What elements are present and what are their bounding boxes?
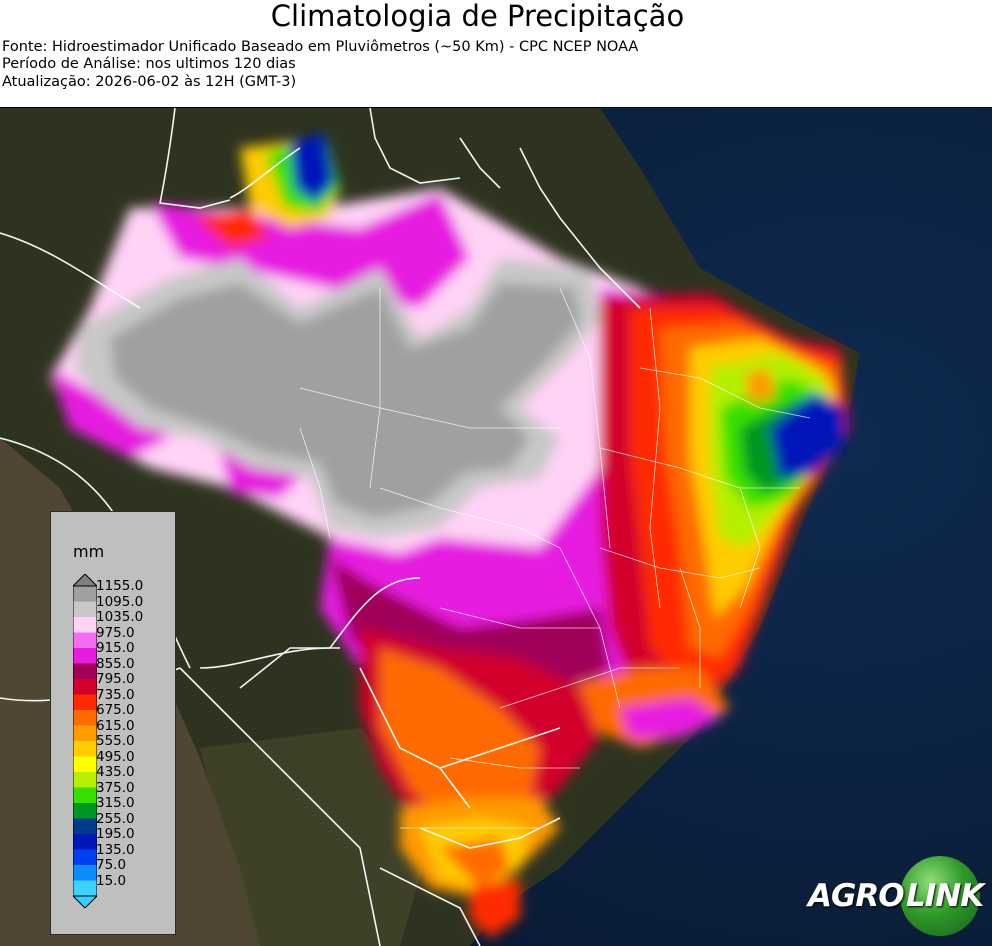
legend-tick-label: 1155.0 bbox=[96, 578, 144, 594]
colorbar-cell bbox=[73, 787, 97, 804]
map-title: Climatologia de Precipitação bbox=[270, 0, 685, 33]
colorbar-cell bbox=[73, 601, 97, 618]
legend-tick-label: 735.0 bbox=[96, 686, 135, 703]
legend-tick-label: 795.0 bbox=[96, 671, 135, 687]
colorbar-cell bbox=[73, 772, 97, 788]
colorbar-cell bbox=[73, 632, 97, 649]
colorbar-cell bbox=[73, 818, 97, 835]
legend-tick-label: 555.0 bbox=[96, 733, 135, 749]
colorbar-legend: mm 1155.0 1095.0 1035.0 975.0 915.0 855.0 795.… bbox=[50, 511, 176, 935]
colorbar-bottom-arrow bbox=[73, 895, 97, 908]
chaco-relief bbox=[200, 728, 440, 946]
legend-tick-label: 135.0 bbox=[96, 841, 135, 858]
colorbar bbox=[73, 574, 97, 908]
legend-tick-label: 315.0 bbox=[96, 795, 135, 811]
legend-tick-label: 435.0 bbox=[96, 764, 135, 780]
colorbar-cell bbox=[73, 617, 97, 633]
precipitation-map: mm 1155.0 1095.0 1035.0 975.0 915.0 855.0 795.… bbox=[0, 107, 992, 946]
colorbar-cell bbox=[73, 803, 97, 819]
legend-tick-label: 195.0 bbox=[96, 826, 135, 842]
source-text: Fonte: Hidroestimador Unificado Baseado … bbox=[2, 39, 639, 55]
logo-text-link: LINK bbox=[906, 878, 984, 914]
agrolink-logo: AGRO LINK bbox=[808, 856, 984, 936]
state-borders bbox=[299, 287, 811, 829]
colorbar-top-arrow bbox=[73, 574, 97, 587]
legend-tick-label: 855.0 bbox=[96, 655, 135, 672]
colorbar-cell bbox=[73, 834, 97, 850]
colorbar-cell bbox=[73, 679, 97, 695]
legend-tick-label: 375.0 bbox=[96, 779, 135, 796]
colorbar-cell bbox=[73, 663, 97, 680]
colorbar-cell bbox=[73, 710, 97, 726]
legend-tick-label: 75.0 bbox=[96, 857, 127, 873]
colorbar-cell bbox=[73, 880, 97, 897]
logo-text-agro: AGRO bbox=[808, 878, 905, 914]
colorbar-cell bbox=[73, 756, 97, 773]
legend-tick-label: 915.0 bbox=[96, 640, 135, 656]
legend-tick-label: 255.0 bbox=[96, 810, 135, 827]
legend-tick-label: 975.0 bbox=[96, 624, 135, 641]
colorbar-cell bbox=[73, 741, 97, 757]
legend-tick-label: 615.0 bbox=[96, 717, 135, 734]
period-text: Período de Análise: nos ultimos 120 dias bbox=[2, 56, 296, 72]
political-borders bbox=[0, 108, 641, 946]
colorbar-cell bbox=[73, 694, 97, 711]
legend-tick-label: 495.0 bbox=[96, 748, 135, 765]
colorbar-cell bbox=[73, 725, 97, 742]
legend-tick-label: 1095.0 bbox=[96, 593, 144, 610]
colorbar-cell bbox=[73, 648, 97, 664]
legend-tick-label: 675.0 bbox=[96, 702, 135, 718]
legend-tick-label: 15.0 bbox=[96, 872, 127, 889]
logo-globe-icon bbox=[900, 856, 980, 936]
colorbar-cell bbox=[73, 586, 97, 602]
updated-text: Atualização: 2026-06-02 às 12H (GMT-3) bbox=[2, 74, 297, 90]
legend-unit: mm bbox=[73, 542, 105, 561]
colorbar-cell bbox=[73, 865, 97, 881]
legend-tick-label: 1035.0 bbox=[96, 609, 144, 625]
colorbar-cell bbox=[73, 849, 97, 866]
